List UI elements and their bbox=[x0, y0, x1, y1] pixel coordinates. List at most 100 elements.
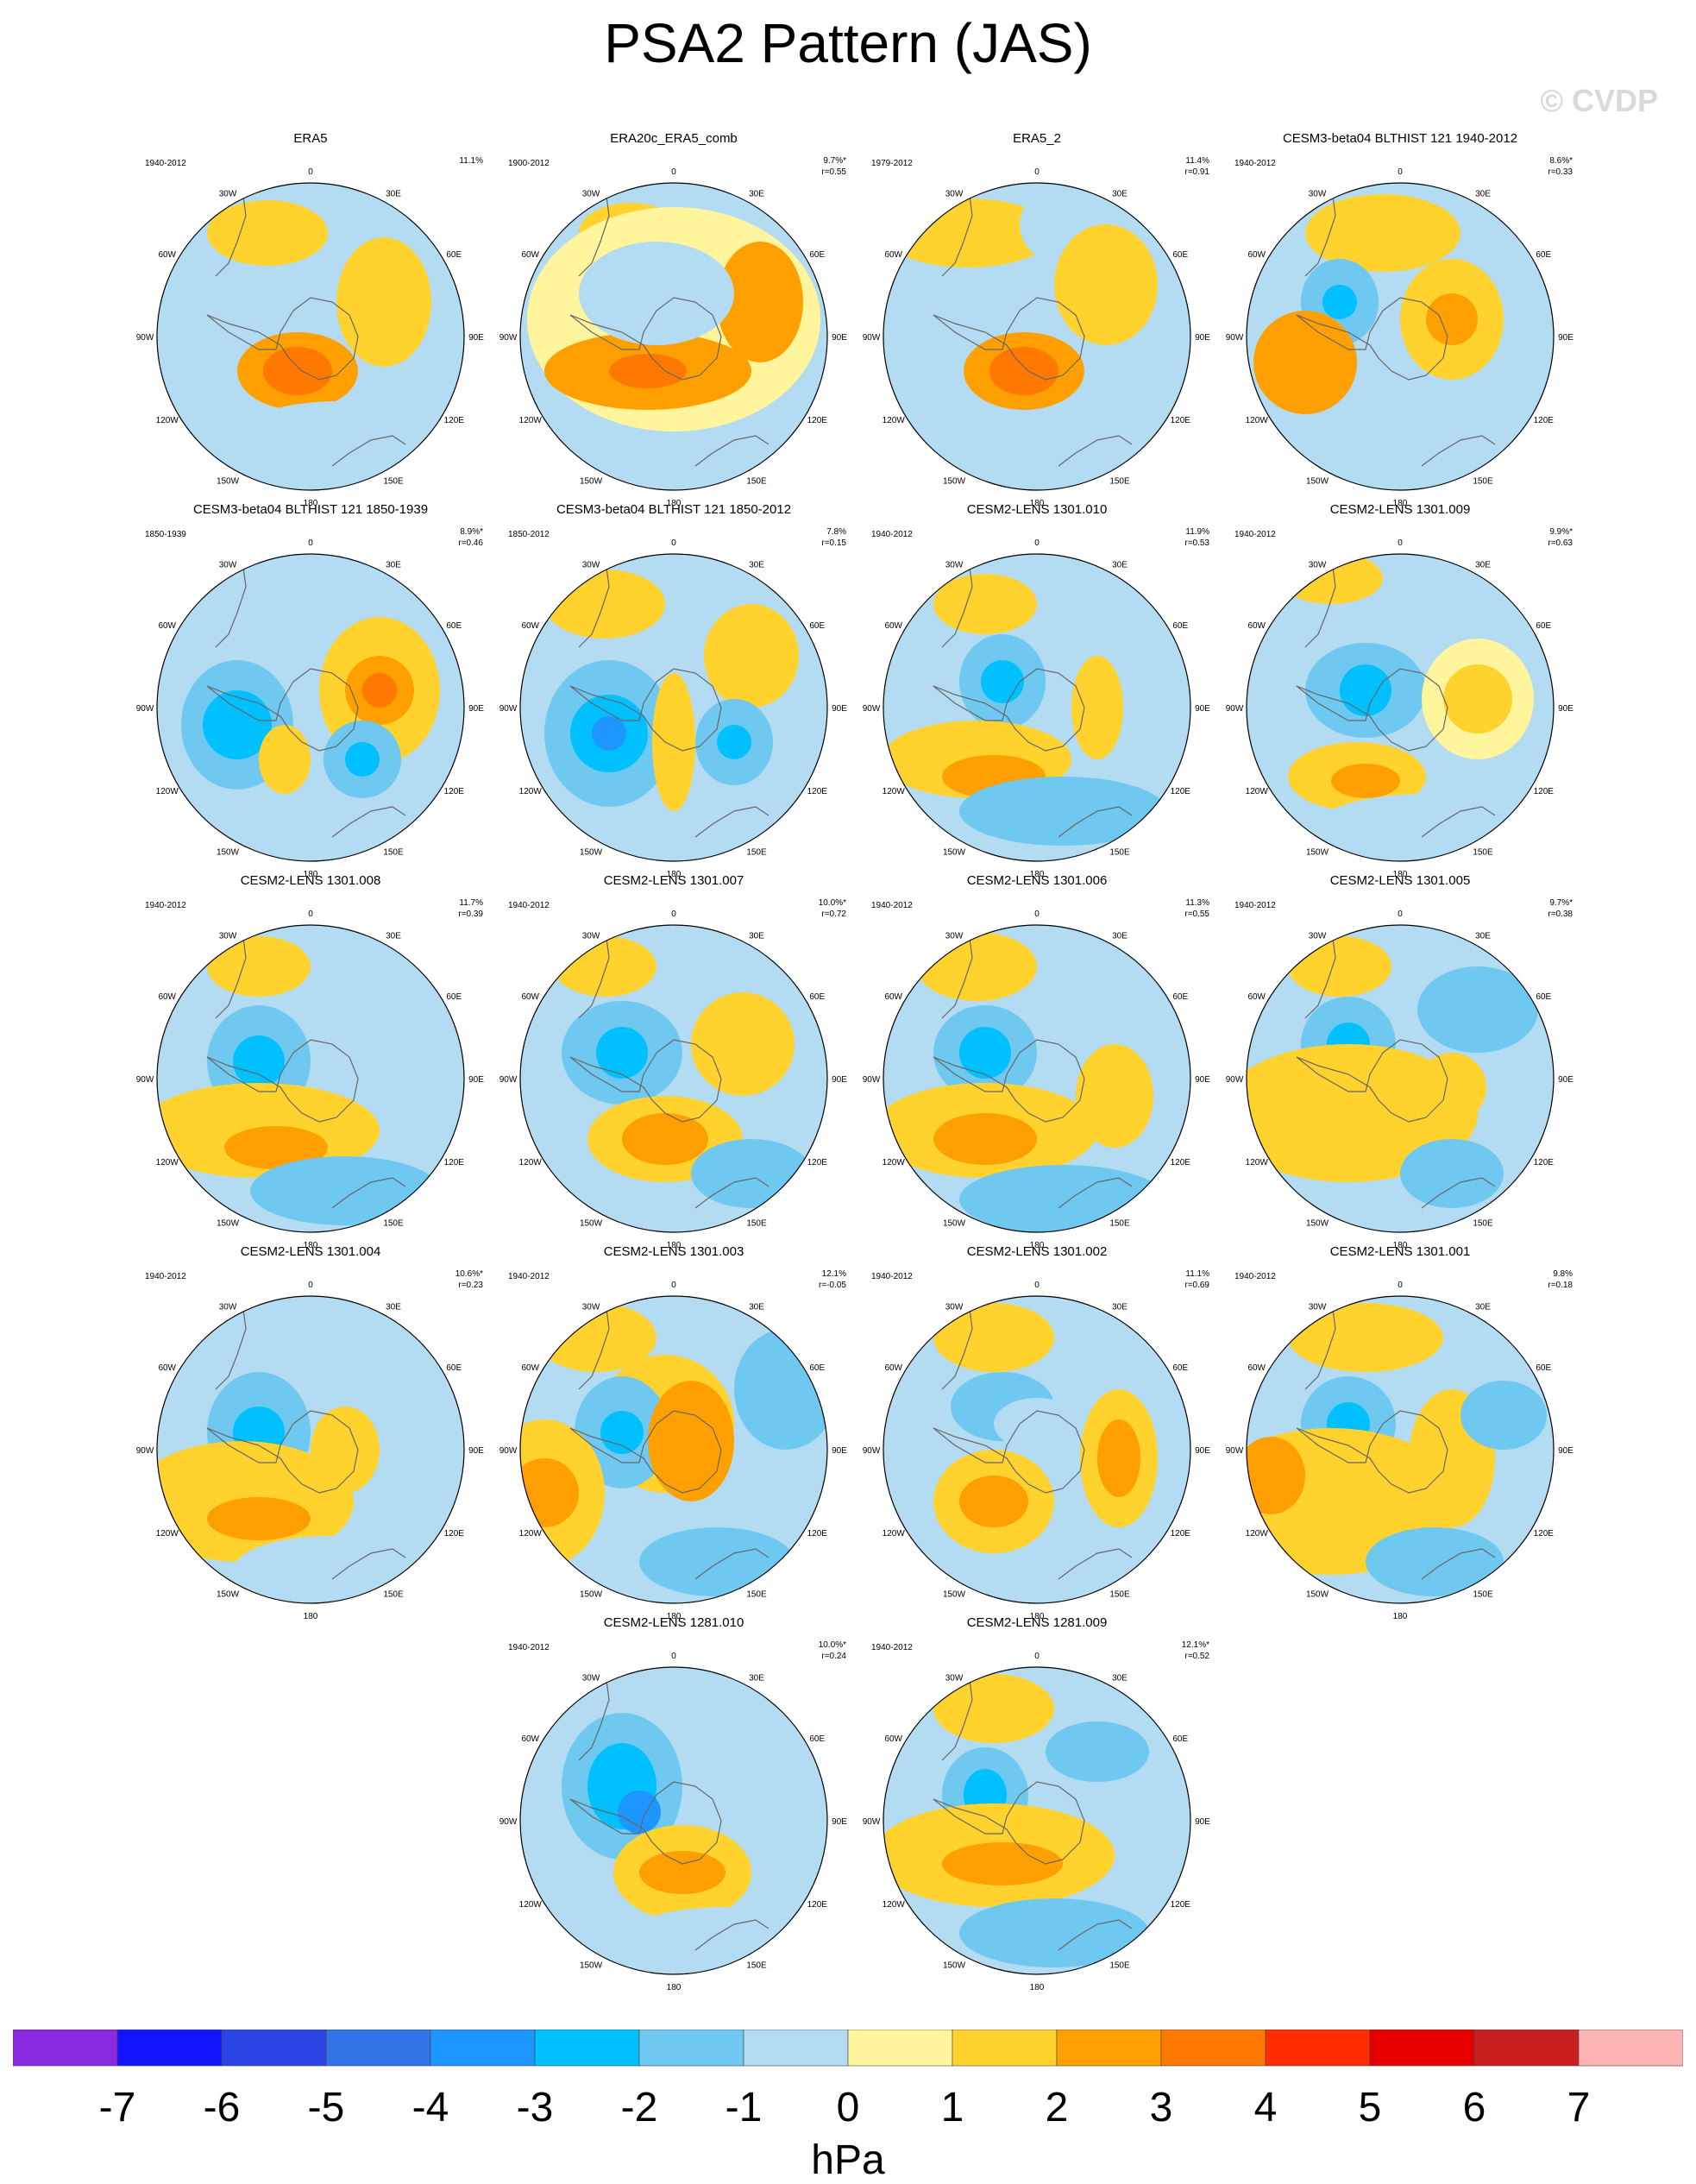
longitude-label: 150W bbox=[943, 847, 966, 857]
coastline bbox=[569, 668, 722, 752]
map-background bbox=[1247, 183, 1554, 490]
coastline bbox=[331, 435, 406, 467]
longitude-label: 120W bbox=[519, 1529, 543, 1539]
anomaly-contour bbox=[544, 570, 665, 639]
coastline bbox=[569, 1039, 722, 1123]
anomaly-contour bbox=[224, 1126, 328, 1169]
longitude-label: 120W bbox=[883, 1529, 906, 1539]
colorbar-tick-label: -3 bbox=[517, 2085, 554, 2131]
longitude-label: 30E bbox=[1112, 561, 1128, 570]
longitude-label: 90E bbox=[1558, 333, 1574, 343]
anomaly-contour bbox=[1253, 311, 1357, 414]
longitude-label: 60E bbox=[809, 1734, 825, 1744]
longitude-label: 120W bbox=[519, 416, 543, 425]
longitude-label: 120W bbox=[883, 1158, 906, 1168]
polar-map: 0 30E 60E 90E 120E 150E 180 150W 120W 90W 60W 30W bbox=[863, 538, 1211, 879]
longitude-label: 120E bbox=[1171, 416, 1191, 425]
coastline bbox=[1304, 183, 1336, 277]
panel-years: 1940-2012 bbox=[871, 530, 913, 539]
longitude-label: 120E bbox=[444, 787, 465, 796]
anomaly-contour bbox=[520, 1458, 579, 1527]
coastline bbox=[941, 183, 973, 277]
longitude-label: 30W bbox=[945, 932, 964, 941]
panel-percent: 10.0%* bbox=[818, 898, 846, 908]
longitude-label: 180 bbox=[667, 499, 682, 508]
panel-years: 1940-2012 bbox=[871, 1272, 913, 1281]
polar-map: 0 30E 60E 90E 120E 150E 180 150W 120W 90W 60W 30W bbox=[136, 167, 485, 508]
panel-title: ERA5_2 bbox=[1013, 131, 1061, 146]
colorbar-tick-label: 2 bbox=[1046, 2085, 1069, 2131]
longitude-label: 180 bbox=[304, 870, 318, 879]
panel-years: 1940-2012 bbox=[1234, 530, 1276, 539]
coastline bbox=[933, 1410, 1085, 1494]
panel-stats: 7.8% r=0.15 bbox=[821, 526, 846, 549]
coastline bbox=[578, 554, 610, 648]
longitude-label: 90W bbox=[1226, 333, 1244, 343]
longitude-label: 30E bbox=[749, 1303, 764, 1312]
longitude-label: 120W bbox=[883, 787, 906, 796]
longitude-label: 150E bbox=[746, 847, 767, 857]
panel: CESM2-LENS 1301.007 1940-2012 10.0%* r=0.72… bbox=[493, 873, 855, 1250]
panel-percent: 9.8% bbox=[1553, 1269, 1573, 1279]
coastline bbox=[1304, 1296, 1336, 1390]
longitude-label: 150W bbox=[1306, 847, 1329, 857]
anomaly-contour bbox=[959, 777, 1166, 846]
colorbar-tick-label: 3 bbox=[1150, 2085, 1173, 2131]
longitude-label: 90E bbox=[1195, 333, 1210, 343]
map-border bbox=[519, 1295, 828, 1604]
panel: CESM2-LENS 1301.009 1940-2012 9.9%* r=0.63 0… bbox=[1219, 502, 1581, 879]
longitude-label: 180 bbox=[667, 1612, 682, 1621]
panel-years: 1940-2012 bbox=[1234, 159, 1276, 168]
longitude-label: 150W bbox=[1306, 1589, 1329, 1599]
panel-stats: 9.7%* r=0.38 bbox=[1548, 897, 1573, 920]
panel-correlation: r=-0.05 bbox=[819, 1281, 846, 1290]
longitude-label: 90E bbox=[832, 333, 847, 343]
longitude-label: 150W bbox=[217, 476, 240, 486]
polar-map: 0 30E 60E 90E 120E 150E 180 150W 120W 90W 60W 30W bbox=[499, 1652, 848, 1992]
anomaly-contour bbox=[648, 1381, 734, 1501]
longitude-label: 90E bbox=[832, 704, 847, 714]
panel-percent: 12.1%* bbox=[1181, 1640, 1209, 1650]
longitude-label: 0 bbox=[671, 167, 676, 177]
longitude-label: 150E bbox=[383, 476, 404, 486]
coastline bbox=[1058, 1548, 1133, 1580]
anomaly-contour bbox=[959, 1476, 1028, 1527]
coastline bbox=[206, 1410, 359, 1494]
anomaly-contour bbox=[600, 1411, 644, 1454]
longitude-label: 120E bbox=[1534, 1158, 1555, 1168]
colorbar-tick-label: -6 bbox=[204, 2085, 241, 2131]
panel-percent: 12.1% bbox=[821, 1269, 846, 1279]
panel-percent: 11.7% bbox=[459, 898, 483, 908]
panel-years: 1940-2012 bbox=[508, 1272, 550, 1281]
longitude-label: 0 bbox=[308, 538, 313, 548]
coastline bbox=[331, 806, 406, 838]
longitude-label: 150W bbox=[1306, 1218, 1329, 1228]
panel-correlation: r=0.72 bbox=[821, 909, 846, 919]
coastline bbox=[1296, 668, 1448, 752]
coastline bbox=[1421, 806, 1496, 838]
panel-stats: 10.6%* r=0.23 bbox=[455, 1268, 483, 1291]
longitude-label: 150E bbox=[383, 847, 404, 857]
anomaly-contour bbox=[1443, 664, 1512, 733]
longitude-label: 120E bbox=[1534, 1529, 1555, 1539]
map-border bbox=[1246, 1295, 1555, 1604]
longitude-label: 150E bbox=[1109, 1961, 1130, 1970]
panel-stats: 9.9%* r=0.63 bbox=[1548, 526, 1573, 549]
map-border bbox=[1246, 182, 1555, 491]
longitude-label: 180 bbox=[1030, 1241, 1045, 1250]
panel-title: CESM2-LENS 1301.005 bbox=[1329, 873, 1471, 888]
panel-correlation: r=0.24 bbox=[821, 1652, 846, 1661]
coastline bbox=[215, 554, 247, 648]
longitude-label: 180 bbox=[1393, 870, 1408, 879]
anomaly-contour bbox=[704, 604, 799, 708]
panel-correlation: r=0.55 bbox=[821, 167, 846, 177]
longitude-label: 120W bbox=[156, 787, 179, 796]
polar-map: 0 30E 60E 90E 120E 150E 180 150W 120W 90W 60W 30W bbox=[863, 909, 1211, 1250]
longitude-label: 30E bbox=[1475, 190, 1491, 199]
map-border bbox=[519, 1666, 828, 1975]
panel-stats: 9.8% r=0.18 bbox=[1548, 1268, 1573, 1291]
longitude-label: 90W bbox=[136, 1075, 154, 1085]
panel-years: 1940-2012 bbox=[871, 1643, 913, 1652]
longitude-label: 30E bbox=[749, 190, 764, 199]
panel-years: 1940-2012 bbox=[871, 901, 913, 910]
